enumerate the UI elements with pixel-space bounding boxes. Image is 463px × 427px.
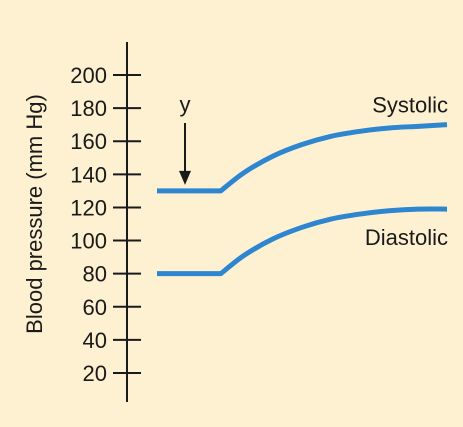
y-tick-label-60: 60 xyxy=(83,295,107,320)
series-line-systolic xyxy=(157,122,448,194)
series-label-systolic: Systolic xyxy=(372,93,448,118)
series-label-diastolic: Diastolic xyxy=(365,225,448,250)
y-tick-label-20: 20 xyxy=(83,361,107,386)
y-tick-label-160: 160 xyxy=(70,129,107,154)
y-tick-label-140: 140 xyxy=(70,162,107,187)
y-axis-ticks: 20 40 60 80 100 120 140 160 180 200 xyxy=(70,63,141,386)
annotation-arrow-head xyxy=(179,170,191,185)
y-tick-label-180: 180 xyxy=(70,96,107,121)
annotation-layer: y xyxy=(179,92,191,185)
y-tick-label-100: 100 xyxy=(70,229,107,254)
annotation-label: y xyxy=(180,92,191,117)
y-axis-title: Blood pressure (mm Hg) xyxy=(22,94,47,334)
y-tick-label-120: 120 xyxy=(70,195,107,220)
y-tick-label-200: 200 xyxy=(70,63,107,88)
y-tick-label-80: 80 xyxy=(83,262,107,287)
y-tick-label-40: 40 xyxy=(83,328,107,353)
series-layer: Systolic Diastolic xyxy=(157,93,448,277)
series-line-diastolic xyxy=(157,206,448,277)
